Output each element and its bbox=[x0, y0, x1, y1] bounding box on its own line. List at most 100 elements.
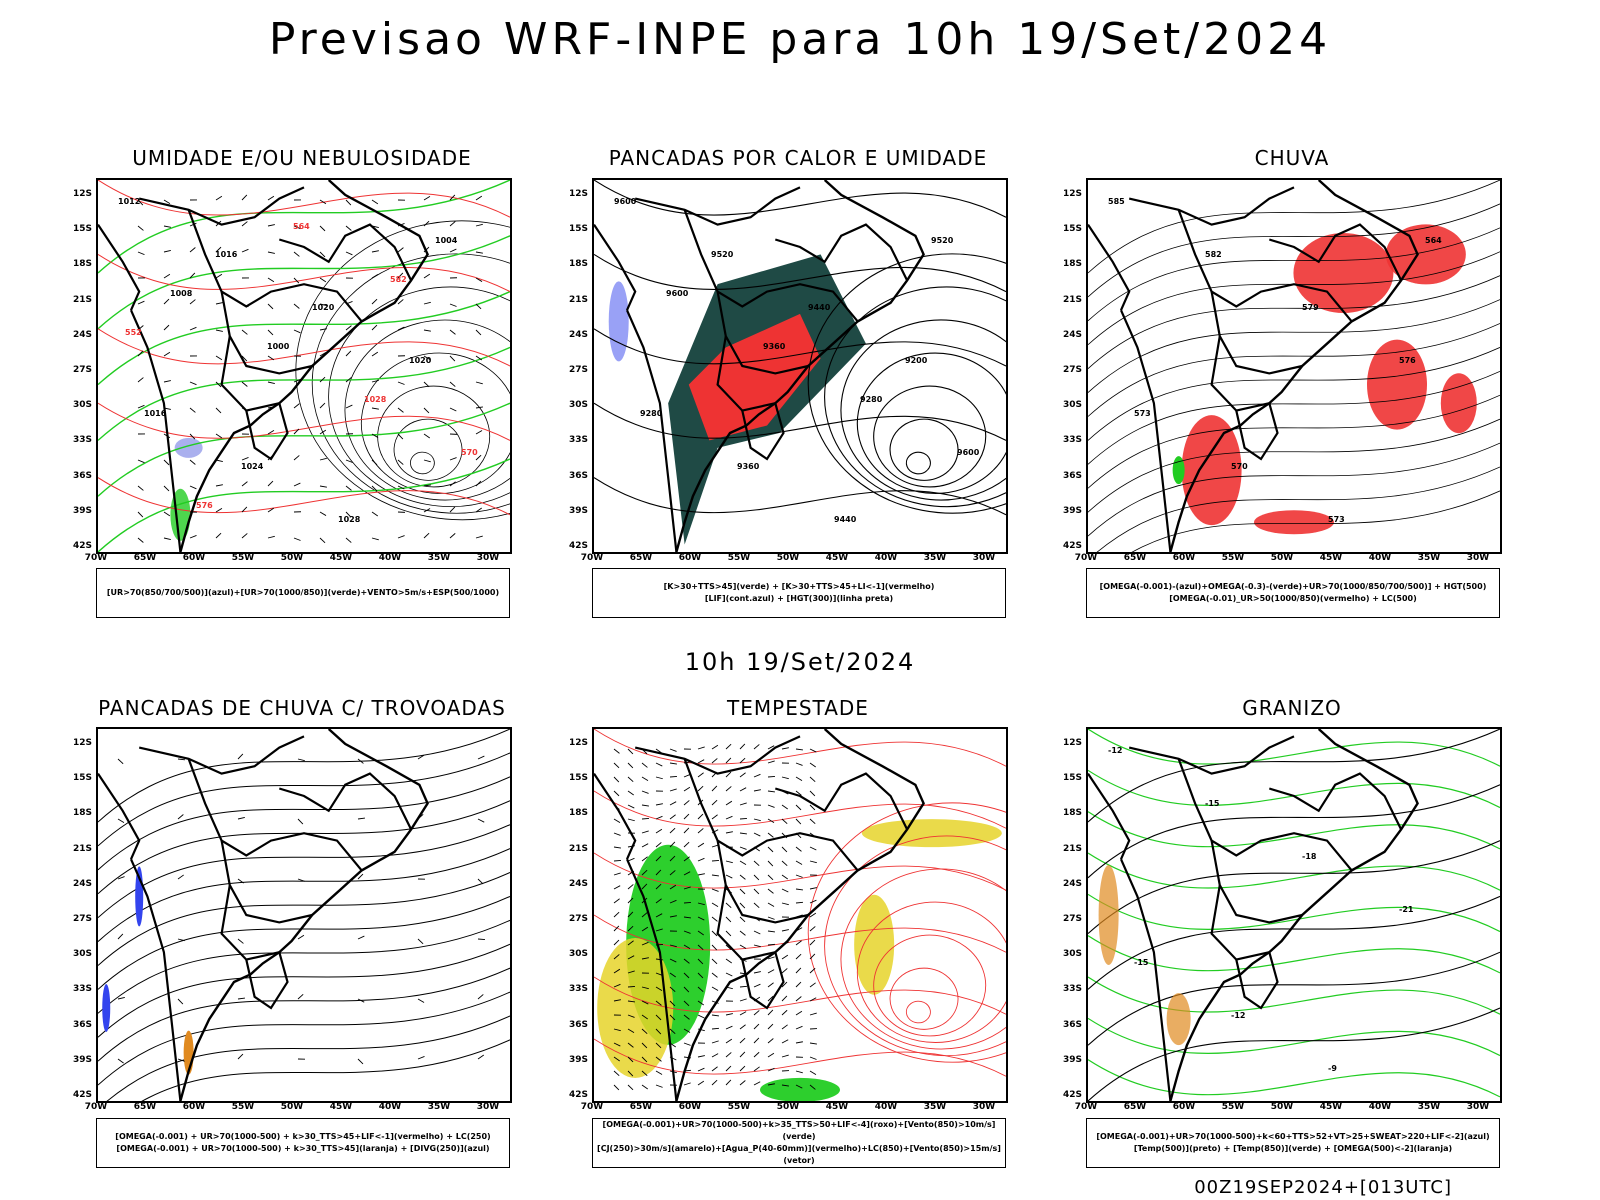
border-line bbox=[1235, 402, 1279, 461]
wind-vector bbox=[627, 911, 634, 918]
wind-vector bbox=[641, 1070, 648, 1076]
wind-vector bbox=[627, 1000, 635, 1003]
wind-vector bbox=[267, 303, 274, 310]
wind-vector bbox=[449, 481, 456, 487]
hgt500-contour bbox=[1088, 203, 1500, 298]
wind-vector bbox=[449, 221, 456, 227]
latitude-label: 36S bbox=[1062, 1019, 1082, 1030]
longitude-label: 40W bbox=[378, 553, 402, 563]
longitude-label: 60W bbox=[678, 1102, 702, 1112]
wind-vector bbox=[267, 480, 274, 487]
wind-vector bbox=[781, 818, 788, 825]
longitude-label: 70W bbox=[1074, 553, 1098, 563]
wind-vector bbox=[397, 272, 404, 279]
wind-vector bbox=[215, 302, 223, 305]
wind-vector bbox=[795, 953, 802, 960]
pressure-contour bbox=[311, 253, 510, 514]
longitude-label: 55W bbox=[1221, 1102, 1245, 1112]
wind-vector bbox=[795, 940, 802, 946]
hgt300-contour bbox=[594, 402, 1006, 441]
wind-vector bbox=[215, 246, 222, 253]
wind-vector bbox=[739, 1051, 746, 1058]
rain-red-area bbox=[1254, 510, 1334, 535]
latitude-label: 24S bbox=[1062, 329, 1082, 340]
wind-vector bbox=[711, 814, 718, 820]
latitude-label: 42S bbox=[72, 541, 92, 551]
wind-vector bbox=[655, 1028, 662, 1035]
legend-line: [CJ(250)>30m/s](amarelo)+[Agua_P(40-60mm… bbox=[597, 1144, 1001, 1165]
wind-vector bbox=[739, 772, 746, 778]
latitude-label: 30S bbox=[1062, 949, 1082, 960]
wind-vector bbox=[655, 928, 663, 932]
wind-vector bbox=[345, 350, 352, 357]
wind-vector bbox=[163, 511, 171, 517]
wind-vector bbox=[767, 1009, 774, 1016]
longitude-label: 40W bbox=[1368, 553, 1392, 563]
wind-vector bbox=[683, 841, 690, 848]
contour-label: 9440 bbox=[834, 515, 857, 524]
wind-vector bbox=[711, 972, 718, 978]
wind-vector bbox=[809, 818, 816, 824]
wind-vector bbox=[215, 507, 223, 513]
lc850-streamline bbox=[594, 976, 1006, 1015]
wind-vector bbox=[809, 804, 816, 811]
wind-vector bbox=[683, 986, 690, 993]
streamline-arrow bbox=[357, 817, 365, 820]
wind-vector bbox=[809, 887, 817, 890]
wind-vector bbox=[739, 846, 747, 850]
wind-vector bbox=[781, 902, 789, 906]
lc250-streamline bbox=[141, 1039, 510, 1101]
wind-vector bbox=[669, 855, 676, 862]
wind-vector bbox=[627, 925, 634, 932]
longitude-label: 55W bbox=[231, 1102, 255, 1112]
border-line bbox=[774, 772, 909, 830]
contour-label: 9600 bbox=[614, 197, 637, 206]
wind-vector bbox=[423, 195, 431, 201]
wind-vector bbox=[711, 758, 718, 764]
wind-vector bbox=[809, 926, 816, 932]
contour-label: 576 bbox=[1399, 356, 1416, 365]
border-line bbox=[1210, 291, 1303, 375]
hgt300-contour bbox=[594, 477, 1006, 516]
wind-vector bbox=[767, 1052, 775, 1058]
wind-vector bbox=[641, 986, 649, 990]
wind-vector bbox=[781, 981, 788, 988]
hgt500-contour bbox=[1088, 370, 1500, 465]
wind-vector bbox=[781, 995, 788, 1002]
wind-vector bbox=[137, 404, 145, 409]
streamline-arrow bbox=[117, 818, 125, 823]
longitude-label: 50W bbox=[280, 1102, 304, 1112]
legend-line: [OMEGA(-0.001)+UR>70(1000-500)+k>35_TTS>… bbox=[602, 1120, 996, 1141]
legend-line: [OMEGA(-0.01)_UR>50(1000/850)(vermelho) … bbox=[1169, 594, 1417, 603]
divergence-blue-area bbox=[102, 984, 111, 1032]
coastline bbox=[1169, 729, 1419, 1101]
wind-vector bbox=[753, 789, 761, 792]
wind-vector bbox=[293, 378, 301, 383]
jet-yellow-area bbox=[861, 819, 1002, 848]
wind-vector bbox=[475, 406, 483, 409]
wind-vector bbox=[795, 888, 803, 891]
wind-vector bbox=[669, 1014, 676, 1021]
wind-vector bbox=[683, 930, 691, 934]
wind-vector bbox=[711, 874, 719, 877]
wind-vector bbox=[423, 220, 430, 227]
wind-vector bbox=[655, 762, 663, 767]
latitude-label: 39S bbox=[568, 505, 588, 516]
wind-vector bbox=[809, 899, 817, 904]
contour-label: -21 bbox=[1399, 905, 1414, 914]
longitude-label: 30W bbox=[476, 1102, 500, 1112]
legend-box: [OMEGA(-0.001)-(azul)+OMEGA(-0.3)-(verde… bbox=[1086, 568, 1500, 618]
lc250-streamline bbox=[98, 824, 510, 919]
streamline-arrow bbox=[237, 997, 245, 1000]
border-line bbox=[245, 402, 289, 461]
wind-vector bbox=[711, 888, 719, 892]
panel-title: PANCADAS POR CALOR E UMIDADE bbox=[608, 146, 988, 170]
latitude-label: 30S bbox=[568, 400, 588, 411]
wind-vector bbox=[669, 899, 677, 904]
wind-vector bbox=[163, 380, 171, 383]
wind-vector bbox=[655, 1084, 663, 1088]
wind-vector bbox=[189, 272, 196, 279]
hgt300-contour bbox=[594, 180, 1006, 218]
wind-vector bbox=[683, 827, 690, 834]
lc850-streamline bbox=[594, 790, 1006, 829]
